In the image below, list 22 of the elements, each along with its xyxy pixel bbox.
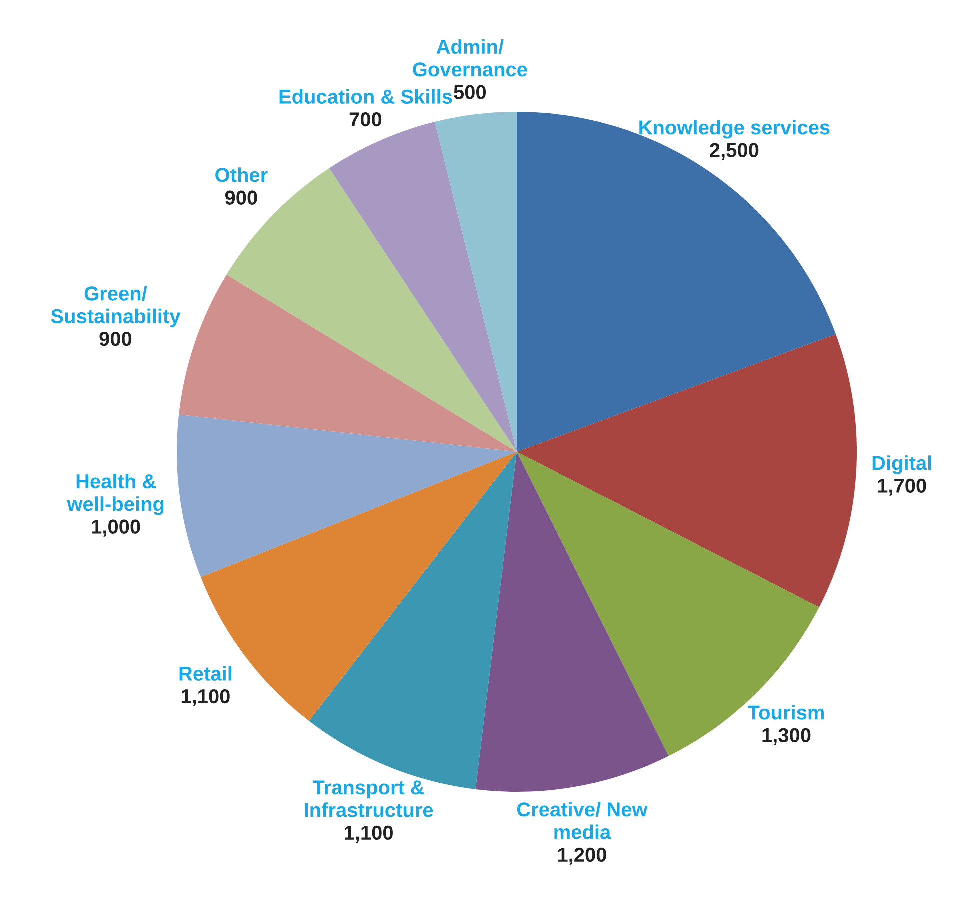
slice-label: Other	[216, 168, 268, 182]
data-label: 1,300	[762, 728, 811, 746]
data-label: 1,000	[92, 520, 140, 537]
data-label: 1,100	[345, 826, 393, 843]
slice-label: Retail	[180, 666, 232, 681]
data-label: 500	[454, 85, 486, 100]
data-label: 900	[100, 332, 132, 346]
data-label: 1,200	[558, 848, 606, 865]
slice-label: Digital	[872, 456, 932, 474]
data-label: 700	[350, 112, 382, 127]
data-label: 900	[225, 190, 258, 205]
slice-label: Health & well-being	[67, 474, 164, 516]
slice-label: Green/ Sustainability	[51, 286, 181, 328]
slice-label: Tourism	[748, 705, 824, 720]
slice-label: Education & Skills	[280, 89, 452, 104]
slice-label: Transport & Infrastructure	[305, 780, 434, 818]
data-label: 2,500	[710, 143, 759, 160]
data-label: 1,100	[182, 689, 230, 707]
slice-label: Creative/ New media	[517, 802, 648, 840]
slice-label: Knowledge services	[640, 120, 830, 139]
slice-label: Admin/ Governance	[413, 39, 528, 77]
data-label: 1,700	[878, 478, 926, 496]
